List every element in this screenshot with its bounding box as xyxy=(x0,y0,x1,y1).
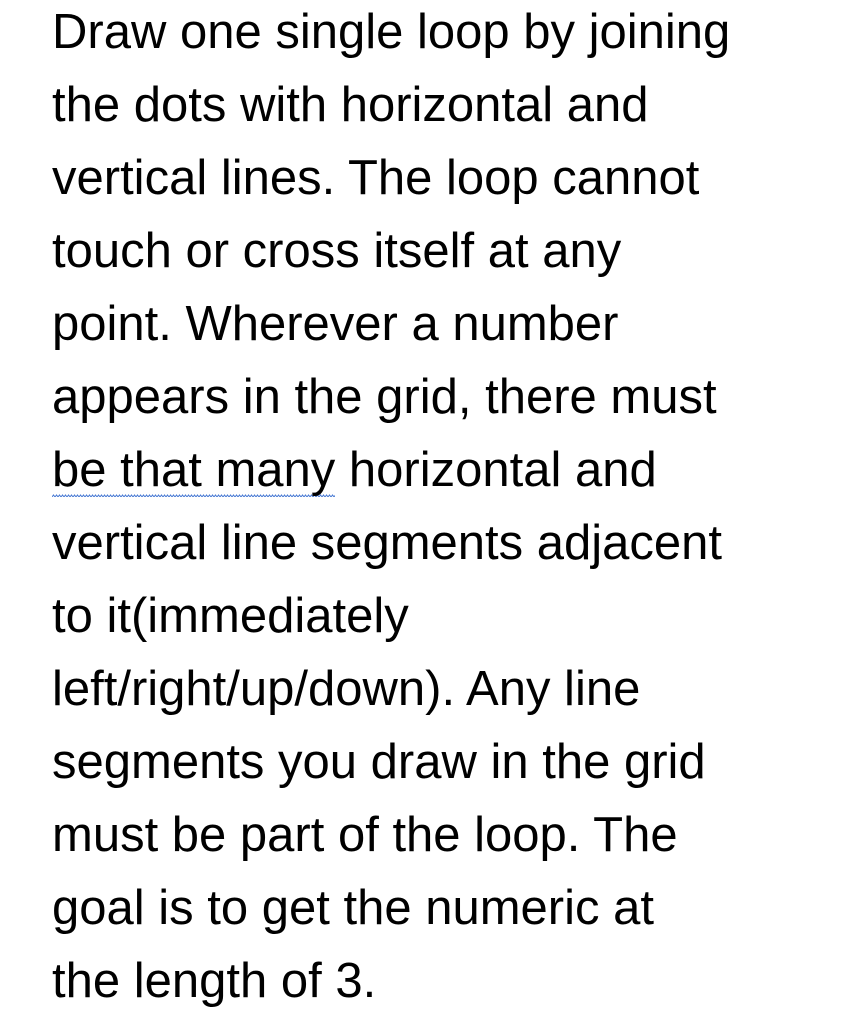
text-line: goal is to get the numeric at xyxy=(52,881,654,935)
text-line: vertical line segments adjacent xyxy=(52,516,723,570)
text-line: vertical lines. The loop cannot xyxy=(52,151,700,205)
text-line: Draw one single loop by joining xyxy=(52,5,731,59)
text-line: touch or cross itself at any xyxy=(52,224,622,278)
text-line: segments you draw in the grid xyxy=(52,735,706,789)
text-line-with-spellcheck: be that many horizontal and xyxy=(52,440,657,500)
text-line: the length of 3. xyxy=(52,954,377,1008)
text-line: appears in the grid, there must xyxy=(52,370,717,424)
text-line-remainder: horizontal and xyxy=(348,443,657,497)
text-line: to it(immediately xyxy=(52,589,409,643)
text-line: the dots with horizontal and xyxy=(52,78,649,132)
text-line: must be part of the loop. The xyxy=(52,808,678,862)
text-line: point. Wherever a number xyxy=(52,297,619,351)
text-line: left/right/up/down). Any line xyxy=(52,662,641,716)
spellcheck-flagged-phrase[interactable]: be that many xyxy=(52,443,336,497)
